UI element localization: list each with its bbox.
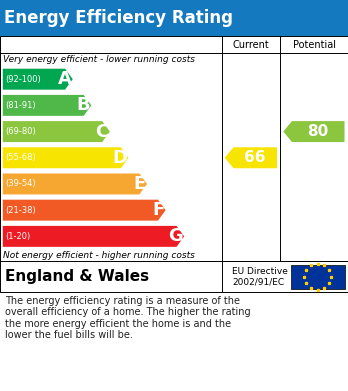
Text: (69-80): (69-80) [6,127,36,136]
Polygon shape [3,95,91,116]
Polygon shape [283,121,345,142]
Text: England & Wales: England & Wales [5,269,149,284]
Polygon shape [225,147,277,168]
Text: Not energy efficient - higher running costs: Not energy efficient - higher running co… [3,251,195,260]
Text: (55-68): (55-68) [6,153,36,162]
Polygon shape [3,69,73,90]
Text: F: F [152,201,164,219]
Bar [0,0,348,36]
Polygon shape [3,147,128,168]
Polygon shape [3,121,110,142]
Text: 80: 80 [307,124,329,139]
Text: (1-20): (1-20) [6,232,31,241]
Text: C: C [95,122,109,141]
Text: (92-100): (92-100) [6,75,41,84]
Polygon shape [3,200,166,221]
Bar [0,261,348,292]
Text: Very energy efficient - lower running costs: Very energy efficient - lower running co… [3,55,196,64]
Text: 66: 66 [244,150,266,165]
Text: 2002/91/EC: 2002/91/EC [232,278,285,287]
Text: Potential: Potential [293,39,336,50]
Bar [0,36,348,261]
Text: (21-38): (21-38) [6,206,36,215]
Bar [291,265,345,289]
Text: D: D [112,149,127,167]
Text: Current: Current [233,39,270,50]
Text: G: G [168,227,183,246]
Polygon shape [3,174,147,194]
Text: Energy Efficiency Rating: Energy Efficiency Rating [4,9,233,27]
Text: (81-91): (81-91) [6,101,36,110]
Polygon shape [3,226,184,247]
Text: B: B [76,96,90,115]
Text: E: E [133,175,145,193]
Text: A: A [57,70,71,88]
Text: EU Directive: EU Directive [232,267,288,276]
Text: (39-54): (39-54) [6,179,36,188]
Text: The energy efficiency rating is a measure of the
overall efficiency of a home. T: The energy efficiency rating is a measur… [5,296,251,341]
